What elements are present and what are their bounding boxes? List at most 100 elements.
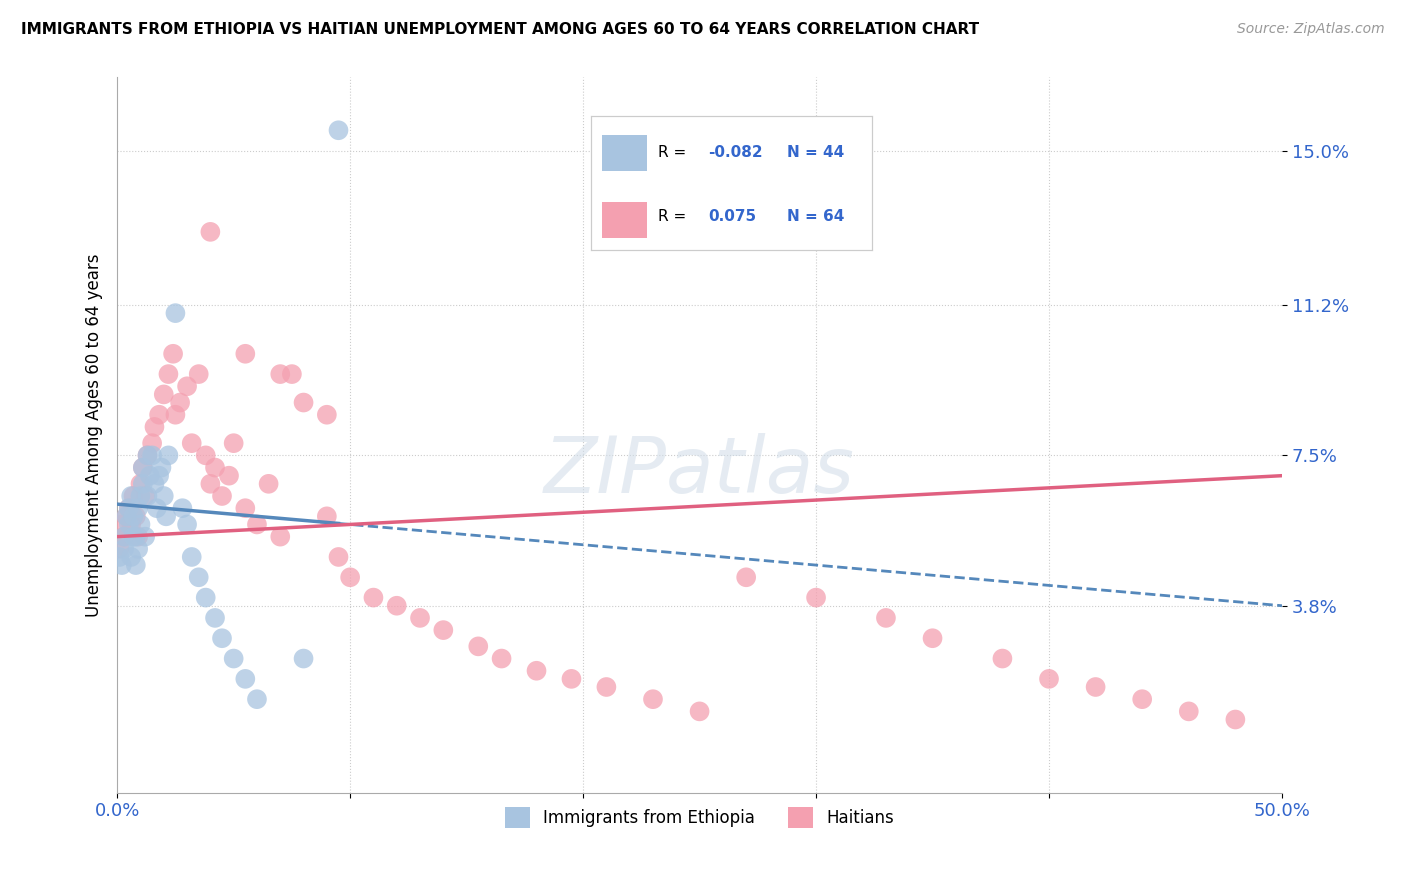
Point xyxy=(157,367,180,381)
Point xyxy=(122,509,145,524)
Point xyxy=(122,489,145,503)
Point xyxy=(921,632,943,646)
Point xyxy=(233,347,256,361)
Point xyxy=(127,530,149,544)
Point xyxy=(218,468,240,483)
Point xyxy=(292,395,315,409)
Text: N = 64: N = 64 xyxy=(787,209,845,224)
Point xyxy=(187,570,209,584)
Point xyxy=(162,347,184,361)
Point xyxy=(152,387,174,401)
Point xyxy=(180,549,202,564)
Point xyxy=(246,692,269,706)
Point xyxy=(134,530,156,544)
Point xyxy=(526,664,548,678)
Point xyxy=(125,558,148,573)
Point xyxy=(187,367,209,381)
Point xyxy=(315,509,337,524)
Point xyxy=(257,476,280,491)
Point xyxy=(143,420,166,434)
Point xyxy=(180,436,202,450)
Point xyxy=(991,651,1014,665)
Point xyxy=(211,632,233,646)
Point xyxy=(150,460,173,475)
Point xyxy=(115,509,138,524)
Point xyxy=(1178,705,1201,719)
Point xyxy=(804,591,827,605)
Point xyxy=(194,448,217,462)
Point xyxy=(127,501,149,516)
Text: N = 44: N = 44 xyxy=(787,145,845,160)
Point xyxy=(222,651,245,665)
Text: IMMIGRANTS FROM ETHIOPIA VS HAITIAN UNEMPLOYMENT AMONG AGES 60 TO 64 YEARS CORRE: IMMIGRANTS FROM ETHIOPIA VS HAITIAN UNEM… xyxy=(21,22,979,37)
Text: 0.075: 0.075 xyxy=(709,209,756,224)
Point xyxy=(233,672,256,686)
Point xyxy=(120,517,142,532)
Point xyxy=(233,501,256,516)
Point xyxy=(292,651,315,665)
Point xyxy=(491,651,513,665)
Point xyxy=(875,611,897,625)
Point xyxy=(246,517,269,532)
Point xyxy=(222,436,245,450)
Y-axis label: Unemployment Among Ages 60 to 64 years: Unemployment Among Ages 60 to 64 years xyxy=(86,253,103,616)
Point xyxy=(143,476,166,491)
Point xyxy=(112,530,135,544)
Point xyxy=(155,509,177,524)
Point xyxy=(157,448,180,462)
Point xyxy=(339,570,361,584)
FancyBboxPatch shape xyxy=(602,202,647,237)
Point xyxy=(136,448,159,462)
Text: R =: R = xyxy=(658,145,692,160)
Point xyxy=(269,530,291,544)
Point xyxy=(134,489,156,503)
Point xyxy=(139,468,162,483)
Point xyxy=(176,379,198,393)
Point xyxy=(1038,672,1060,686)
Point xyxy=(120,489,142,503)
Point xyxy=(132,476,155,491)
Point xyxy=(129,476,152,491)
Point xyxy=(148,408,170,422)
Point xyxy=(269,367,291,381)
Point xyxy=(1130,692,1153,706)
Point xyxy=(111,517,134,532)
Point xyxy=(129,517,152,532)
Point xyxy=(115,509,138,524)
Text: R =: R = xyxy=(658,209,696,224)
Point xyxy=(146,501,169,516)
Point xyxy=(141,448,163,462)
FancyBboxPatch shape xyxy=(602,135,647,171)
Point xyxy=(689,705,711,719)
Point xyxy=(204,611,226,625)
Point xyxy=(328,123,350,137)
Point xyxy=(315,408,337,422)
Point xyxy=(194,591,217,605)
Text: -0.082: -0.082 xyxy=(709,145,763,160)
Point xyxy=(200,225,222,239)
Point xyxy=(1084,680,1107,694)
Point xyxy=(118,501,141,516)
Point xyxy=(148,468,170,483)
Point xyxy=(363,591,385,605)
Point xyxy=(172,501,194,516)
Point xyxy=(432,623,454,637)
Text: ZIPatlas: ZIPatlas xyxy=(544,433,855,508)
Point xyxy=(127,541,149,556)
Point xyxy=(111,558,134,573)
Point xyxy=(641,692,664,706)
Point xyxy=(125,530,148,544)
Point xyxy=(281,367,304,381)
Point xyxy=(211,489,233,503)
Point xyxy=(132,460,155,475)
Point xyxy=(1225,713,1247,727)
Point xyxy=(200,476,222,491)
Point xyxy=(204,460,226,475)
Point xyxy=(136,448,159,462)
Point xyxy=(385,599,408,613)
Point xyxy=(122,530,145,544)
Point xyxy=(112,541,135,556)
Point xyxy=(120,549,142,564)
Point xyxy=(176,517,198,532)
Legend: Immigrants from Ethiopia, Haitians: Immigrants from Ethiopia, Haitians xyxy=(498,801,901,834)
